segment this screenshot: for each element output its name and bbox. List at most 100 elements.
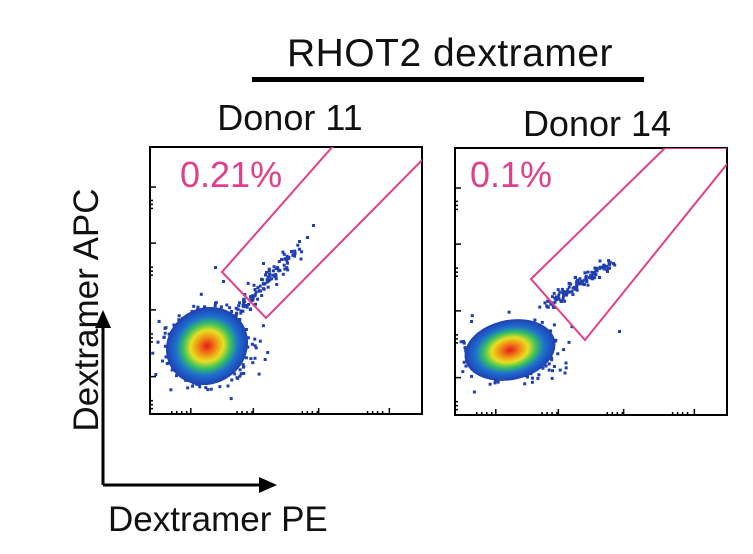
event-dot: [206, 388, 210, 392]
event-dot: [546, 299, 549, 303]
event-dot: [239, 309, 243, 313]
event-dot: [274, 273, 278, 276]
event-dot: [235, 311, 239, 315]
event-dot: [277, 260, 281, 263]
event-dot: [281, 272, 285, 276]
event-dot: [583, 282, 586, 286]
event-dot: [244, 356, 248, 360]
event-dot: [312, 224, 315, 227]
event-dot: [526, 375, 529, 379]
event-dot: [262, 287, 266, 291]
event-dot: [239, 372, 243, 376]
event-dot: [300, 250, 304, 254]
event-dot: [472, 390, 476, 394]
event-dot: [565, 291, 569, 295]
event-dot: [598, 276, 601, 279]
event-dot: [553, 300, 557, 304]
event-dot: [575, 285, 579, 288]
event-dot: [286, 261, 289, 265]
event-dot: [251, 296, 255, 300]
event-dot: [214, 266, 217, 269]
event-dot: [306, 236, 309, 239]
event-dot: [272, 265, 276, 269]
event-dot: [606, 270, 609, 273]
event-dot: [581, 279, 584, 283]
event-dot: [170, 368, 174, 372]
event-dot: [530, 376, 534, 380]
event-dot: [618, 330, 621, 333]
event-dot: [267, 274, 271, 278]
event-dot: [281, 250, 285, 254]
event-dot: [218, 385, 222, 389]
event-dot: [249, 357, 253, 361]
header-title: RHOT2 dextramer: [286, 32, 614, 75]
event-dot: [238, 318, 242, 322]
event-dot: [177, 314, 181, 318]
event-dot: [238, 301, 241, 305]
event-dot: [192, 304, 196, 308]
event-dot: [605, 265, 609, 268]
event-dot: [293, 249, 297, 253]
event-dot: [556, 288, 560, 292]
event-dot: [558, 290, 562, 294]
event-dot: [283, 267, 287, 271]
event-dot: [257, 289, 261, 293]
event-dot: [244, 328, 248, 331]
event-dot: [586, 283, 590, 287]
event-dot: [286, 257, 290, 260]
event-dot: [563, 371, 567, 375]
event-dot: [557, 293, 561, 297]
event-dot: [203, 305, 206, 309]
x-axis-label: Dextramer PE: [108, 500, 328, 539]
event-dot: [199, 292, 203, 296]
event-dot: [569, 282, 573, 286]
event-dot: [552, 365, 556, 368]
event-dot: [547, 368, 551, 372]
event-dot: [285, 254, 289, 258]
event-dot: [598, 259, 602, 263]
event-dot: [242, 297, 246, 301]
event-dot: [570, 290, 574, 294]
event-dot: [282, 263, 286, 267]
event-dot: [447, 345, 450, 348]
event-dot: [256, 297, 260, 301]
event-dot: [561, 297, 565, 300]
event-dot: [275, 283, 279, 286]
event-dot: [254, 346, 258, 350]
event-dot: [573, 285, 576, 289]
event-dot: [266, 285, 270, 289]
event-dot: [250, 342, 254, 346]
event-dot: [266, 351, 270, 354]
event-dot: [222, 280, 225, 283]
event-dot: [196, 305, 200, 309]
event-dot: [226, 384, 230, 388]
event-dot: [156, 340, 160, 344]
event-dot: [507, 310, 511, 314]
event-dot: [550, 295, 554, 299]
event-dot: [253, 337, 257, 341]
event-dot: [533, 318, 537, 322]
event-dot: [274, 267, 278, 271]
event-dot: [462, 341, 466, 345]
event-dot: [246, 281, 250, 285]
event-dot: [273, 275, 277, 279]
event-dot: [589, 274, 592, 278]
event-dot: [560, 300, 563, 303]
event-dot: [238, 368, 242, 372]
event-dot: [253, 344, 257, 348]
event-dot: [556, 296, 560, 300]
y-axis-arrowhead: [95, 310, 111, 328]
event-dot: [209, 387, 213, 391]
event-dot: [602, 263, 606, 267]
event-dot: [157, 319, 161, 323]
gate-percent-donor-14: 0.1%: [470, 154, 552, 195]
gate-percent-donor-11: 0.21%: [180, 154, 282, 195]
event-dot: [265, 278, 269, 282]
event-dot: [172, 323, 176, 327]
event-dot: [583, 278, 587, 282]
event-dot: [257, 372, 261, 376]
event-dot: [567, 285, 571, 289]
axis-arrows: [95, 310, 277, 493]
event-dot: [558, 368, 562, 372]
event-dot: [204, 386, 208, 390]
